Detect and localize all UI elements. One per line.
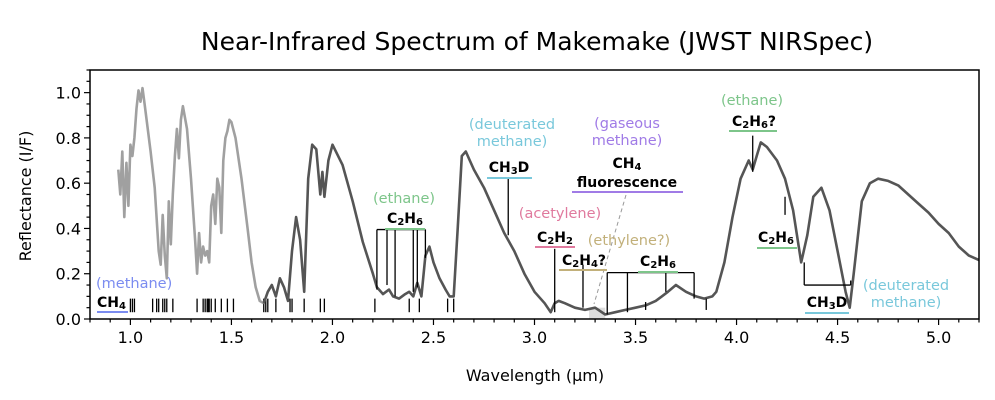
deuterated-label-line2: methane) [477,134,548,150]
c2h6-formula-4.25: C2H6 [758,230,794,247]
c2h6-formula-4.1: C2H6? [732,114,776,131]
fluorescence-formula: fluorescence [577,175,677,191]
x-tick-label: 4.0 [724,328,749,347]
y-tick-label: 1.0 [56,84,81,103]
deuterated-label-line1: (deuterated [469,117,555,133]
chart-title: Near-Infrared Spectrum of Makemake (JWST… [201,27,873,56]
x-tick-label: 3.0 [522,328,547,347]
y-tick-label: 0.4 [56,219,81,238]
ethane-label-4.1: (ethane) [721,93,783,109]
annotation-ethane-3.6: C2H6 [638,254,678,273]
annotation-methane: (methane) CH4 [96,276,172,313]
annotation-ethylene: (ethylene?) C2H4? [559,233,670,271]
gaseous-label-line1: (gaseous [594,116,660,132]
y-tick-label: 0.6 [56,174,81,193]
ch4-formula: CH4 [97,295,126,312]
c2h6-formula-3.6: C2H6 [640,254,676,271]
annotation-deuterated-methane-4.5: CH3D (deuterated methane) [805,278,949,314]
y-axis-label: Reflectance (I/F) [16,131,35,262]
x-tick-label: 4.5 [825,328,850,347]
acetylene-label: (acetylene) [519,206,601,222]
methane-label: (methane) [96,276,172,292]
ch3d-formula-4.5: CH3D [807,295,848,312]
fluorescence-dashed-pointer [593,194,627,305]
x-axis-label: Wavelength (µm) [466,366,604,385]
x-tick-label: 1.5 [219,328,244,347]
annotation-ethane-4.25: C2H6 [757,230,797,249]
deuterated-label-4.5-line1: (deuterated [863,278,949,294]
annotation-ethane-2.3: (ethane) C2H6 [373,191,435,230]
ethane-label: (ethane) [373,191,435,207]
c2h2-formula: C2H2 [537,230,573,247]
annotation-ethane-4.1: (ethane) C2H6? [721,93,783,132]
y-tick-label: 0.8 [56,129,81,148]
c2h6-formula: C2H6 [387,211,423,228]
ch4-fluor-formula: CH4 [613,156,642,173]
annotation-acetylene: (acetylene) C2H2 [519,206,601,248]
x-tick-label: 2.0 [320,328,345,347]
spectrum-line-light [117,86,265,305]
gaseous-label-line2: methane) [592,133,663,149]
y-tick-label: 0.2 [56,265,81,284]
deuterated-label-4.5-line2: methane) [871,295,942,311]
spectrum-line-dark [262,141,979,316]
x-tick-label: 1.0 [118,328,143,347]
ch3d-formula: CH3D [489,160,530,177]
x-tick-label: 2.5 [421,328,446,347]
annotation-deuterated-methane-2.9: (deuterated methane) CH3D [469,117,555,179]
shaded-region [589,307,606,319]
ethylene-label: (ethylene?) [588,233,670,249]
x-tick-label: 5.0 [926,328,951,347]
annotation-fluorescence: (gaseous methane) CH4 fluorescence [572,116,683,305]
x-tick-label: 3.5 [623,328,648,347]
c2h4-formula: C2H4? [562,253,606,270]
ch4-line-ticks [129,298,455,313]
y-tick-label: 0.0 [56,310,81,329]
